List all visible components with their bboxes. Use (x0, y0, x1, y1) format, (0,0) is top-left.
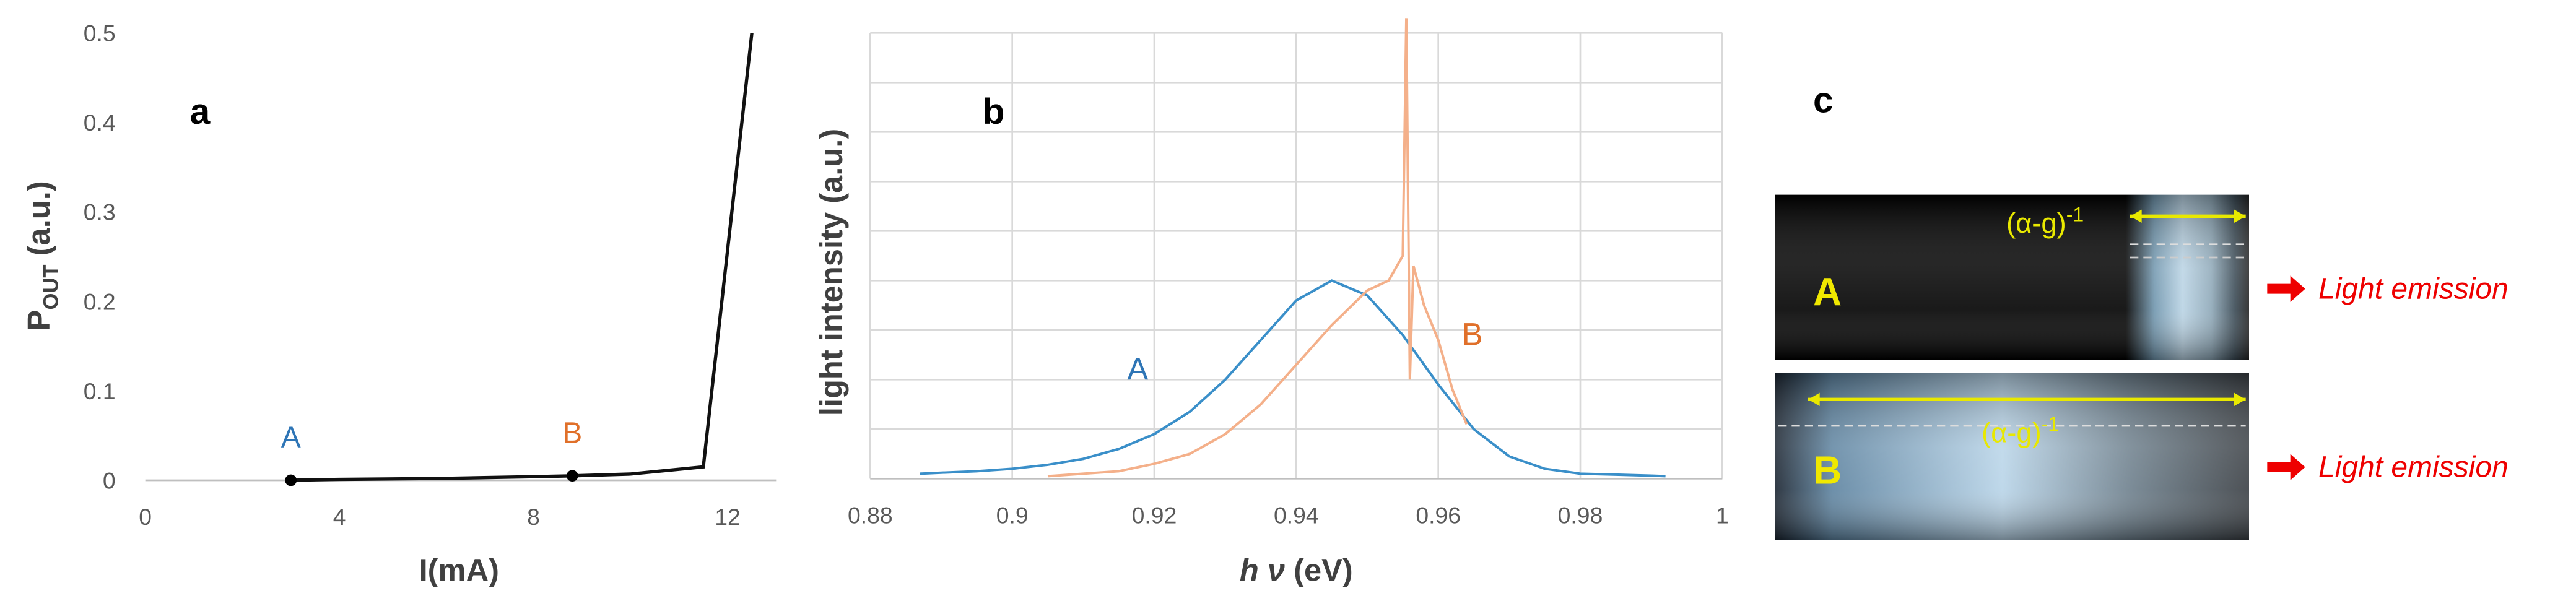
series-label: B (1462, 316, 1483, 352)
y-axis-title: POUT (a.u.) (21, 181, 63, 331)
x-tick-label: 4 (333, 504, 346, 530)
panel-label: a (190, 92, 211, 132)
x-tick-label: 0.94 (1274, 502, 1319, 528)
arrow-head (2130, 209, 2246, 223)
x-tick-label: 8 (527, 504, 540, 530)
y-axis-rest: (a.u.) (21, 181, 56, 264)
x-tick-label: 0.9 (996, 502, 1029, 528)
annotation-sup: -1 (2066, 203, 2084, 225)
x-tick-label: 12 (715, 504, 741, 530)
y-tick-label: 0.1 (84, 378, 116, 404)
x-tick-label: 0.88 (848, 502, 893, 528)
y-axis-title: light intensity (a.u.) (814, 129, 849, 416)
panel-label: c (1813, 80, 1834, 120)
panel-label: b (983, 92, 1005, 132)
caption: Light emission (2318, 273, 2509, 306)
series-line (920, 279, 1666, 478)
annotation: (α-g)-1 (2006, 203, 2084, 239)
y-tick-label: 0.5 (84, 20, 116, 46)
series-line (285, 33, 754, 482)
y-axis-sub: OUT (39, 264, 63, 309)
panel-c: c (α-g)-1 A (α-g)-1 B Light emission Lig… (1775, 80, 2509, 540)
annotation: (α-g)-1 (1982, 413, 2059, 449)
y-axis-main: P (21, 310, 56, 331)
marker (285, 474, 297, 486)
marker-label: A (281, 422, 301, 454)
annotation-base: (α-g) (1982, 417, 2042, 449)
image-label: B (1813, 448, 1842, 492)
x-axis-unit: (eV) (1285, 553, 1353, 588)
chart: 0 0.1 0.2 0.3 0.4 0.5 0 4 8 12 a I(mA) POUT (a.u.) A B (21, 20, 777, 588)
x-tick-label: 0.92 (1132, 502, 1177, 528)
x-axis-title: I(mA) (419, 553, 499, 588)
x-tick-label: 1 (1716, 502, 1729, 528)
marker (566, 470, 578, 482)
x-tick-label: 0.96 (1416, 502, 1461, 528)
x-tick-label: 0.98 (1558, 502, 1603, 528)
y-tick-label: 0 (103, 467, 116, 493)
image-shade (1775, 194, 2249, 360)
caption: Light emission (2318, 451, 2509, 484)
marker-label: B (562, 417, 582, 449)
y-tick-label: 0.2 (84, 288, 116, 314)
chart: 0.88 0.9 0.92 0.94 0.96 0.98 1 b h ν (eV) light i… (814, 18, 1729, 588)
x-axis-symbol: h ν (1240, 553, 1285, 588)
series-line (1047, 18, 1468, 478)
y-tick-label: 0.3 (84, 199, 116, 225)
annotation-sup: -1 (2042, 413, 2059, 435)
annotation-base: (α-g) (2006, 207, 2066, 239)
emission-arrow (2267, 454, 2305, 480)
x-tick-label: 0 (139, 504, 152, 530)
x-axis-title: h ν (eV) (1240, 553, 1353, 588)
image-label: A (1813, 269, 1842, 314)
emission-arrow (2267, 275, 2305, 302)
y-tick-label: 0.4 (84, 110, 116, 136)
series-label: A (1127, 351, 1148, 386)
